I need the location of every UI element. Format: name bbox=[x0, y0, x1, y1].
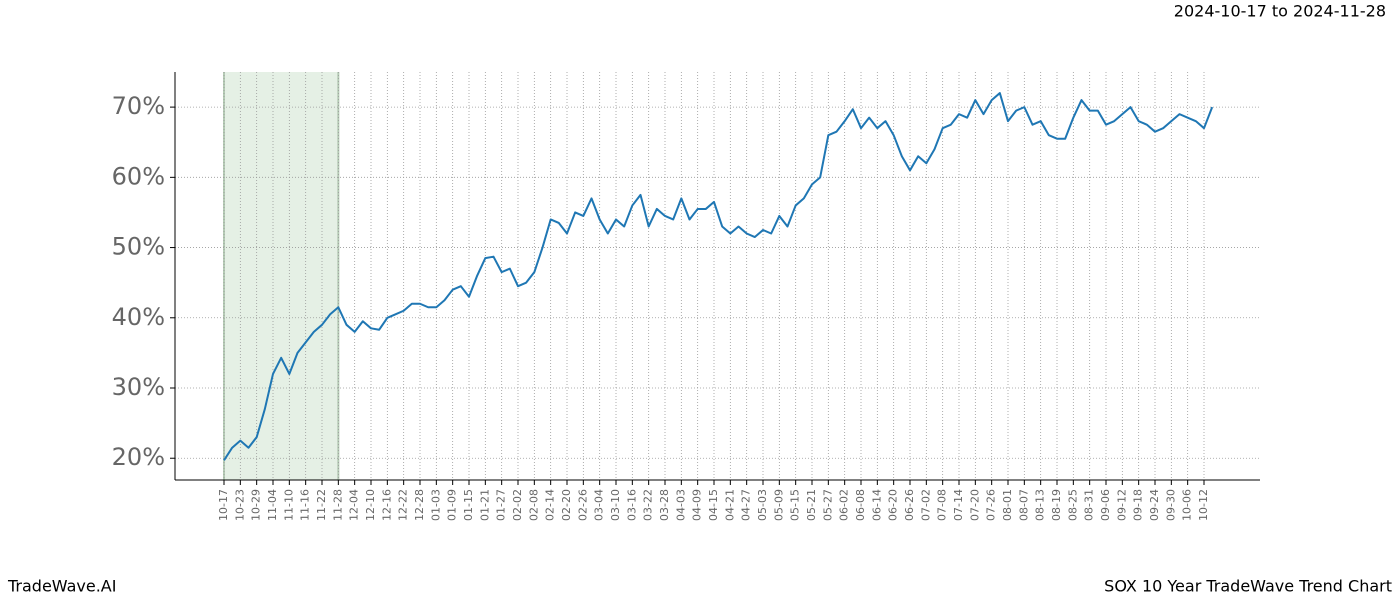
x-tick-label: 07-14 bbox=[952, 489, 965, 521]
x-tick-label: 05-27 bbox=[821, 489, 834, 521]
x-tick-label: 12-16 bbox=[380, 489, 393, 521]
x-tick-label: 07-26 bbox=[985, 489, 998, 521]
x-tick-label: 09-24 bbox=[1148, 489, 1161, 521]
x-tick-label: 03-04 bbox=[593, 489, 606, 521]
x-tick-label: 03-22 bbox=[642, 489, 655, 521]
x-tick-label: 10-23 bbox=[233, 489, 246, 521]
x-tick-label: 08-07 bbox=[1017, 489, 1030, 521]
y-tick-label: 40% bbox=[112, 303, 165, 331]
x-tick-label: 04-03 bbox=[674, 489, 687, 521]
x-tick-label: 09-12 bbox=[1115, 489, 1128, 521]
x-tick-label: 08-19 bbox=[1050, 489, 1063, 521]
x-tick-label: 03-28 bbox=[658, 489, 671, 521]
x-tick-label: 08-31 bbox=[1083, 489, 1096, 521]
x-tick-label: 02-08 bbox=[527, 489, 540, 521]
x-tick-label: 04-15 bbox=[707, 489, 720, 521]
x-tick-label: 11-22 bbox=[315, 489, 328, 521]
x-tick-label: 01-15 bbox=[462, 489, 475, 521]
x-tick-label: 09-30 bbox=[1164, 489, 1177, 521]
y-tick-label: 50% bbox=[112, 233, 165, 261]
trend-line bbox=[223, 92, 1214, 461]
x-tick-label: 08-13 bbox=[1034, 489, 1047, 521]
highlight-region bbox=[224, 72, 339, 480]
x-tick-label: 06-20 bbox=[887, 489, 900, 521]
x-tick-label: 06-08 bbox=[854, 489, 867, 521]
brand: TradeWave.AI bbox=[7, 577, 116, 596]
x-tick-label: 04-21 bbox=[723, 489, 736, 521]
chart-title: SOX 10 Year TradeWave Trend Chart bbox=[1104, 577, 1392, 596]
x-tick-label: 08-01 bbox=[1001, 489, 1014, 521]
x-tick-label: 05-15 bbox=[789, 489, 802, 521]
x-tick-label: 07-20 bbox=[968, 489, 981, 521]
x-tick-label: 06-14 bbox=[870, 489, 883, 521]
x-tick-label: 06-26 bbox=[903, 489, 916, 521]
x-tick-label: 04-09 bbox=[691, 489, 704, 521]
x-tick-label: 10-29 bbox=[250, 489, 263, 521]
x-tick-label: 03-10 bbox=[609, 489, 622, 521]
x-tick-label: 10-06 bbox=[1181, 489, 1194, 521]
x-tick-label: 10-12 bbox=[1197, 489, 1210, 521]
x-tick-label: 03-16 bbox=[625, 489, 638, 521]
x-tick-label: 06-02 bbox=[838, 489, 851, 521]
x-tick-label: 10-17 bbox=[217, 489, 230, 521]
x-tick-label: 09-18 bbox=[1132, 489, 1145, 521]
y-tick-label: 30% bbox=[112, 373, 165, 401]
x-tick-label: 11-04 bbox=[266, 489, 279, 521]
x-tick-label: 05-21 bbox=[805, 489, 818, 521]
x-tick-label: 12-10 bbox=[364, 489, 377, 521]
x-tick-label: 12-04 bbox=[348, 489, 361, 521]
x-tick-label: 11-16 bbox=[299, 489, 312, 521]
y-tick-label: 70% bbox=[112, 92, 165, 120]
x-tick-label: 07-02 bbox=[919, 489, 932, 521]
x-tick-label: 05-03 bbox=[756, 489, 769, 521]
x-tick-label: 02-26 bbox=[576, 489, 589, 521]
x-tick-label: 04-27 bbox=[740, 489, 753, 521]
y-tick-label: 60% bbox=[112, 162, 165, 190]
x-tick-label: 05-09 bbox=[772, 489, 785, 521]
x-tick-label: 02-20 bbox=[560, 489, 573, 521]
x-tick-label: 02-02 bbox=[511, 489, 524, 521]
x-tick-label: 02-14 bbox=[544, 489, 557, 521]
date-range: 2024-10-17 to 2024-11-28 bbox=[1174, 2, 1386, 21]
x-tick-label: 09-06 bbox=[1099, 489, 1112, 521]
x-tick-label: 01-09 bbox=[446, 489, 459, 521]
x-tick-label: 11-10 bbox=[282, 489, 295, 521]
x-tick-label: 01-03 bbox=[429, 489, 442, 521]
x-tick-label: 08-25 bbox=[1066, 489, 1079, 521]
x-tick-label: 01-21 bbox=[478, 489, 491, 521]
x-tick-label: 12-28 bbox=[413, 489, 426, 521]
x-tick-label: 07-08 bbox=[936, 489, 949, 521]
x-tick-label: 12-22 bbox=[397, 489, 410, 521]
x-tick-label: 11-28 bbox=[331, 489, 344, 521]
y-tick-label: 20% bbox=[112, 443, 165, 471]
x-tick-label: 01-27 bbox=[495, 489, 508, 521]
